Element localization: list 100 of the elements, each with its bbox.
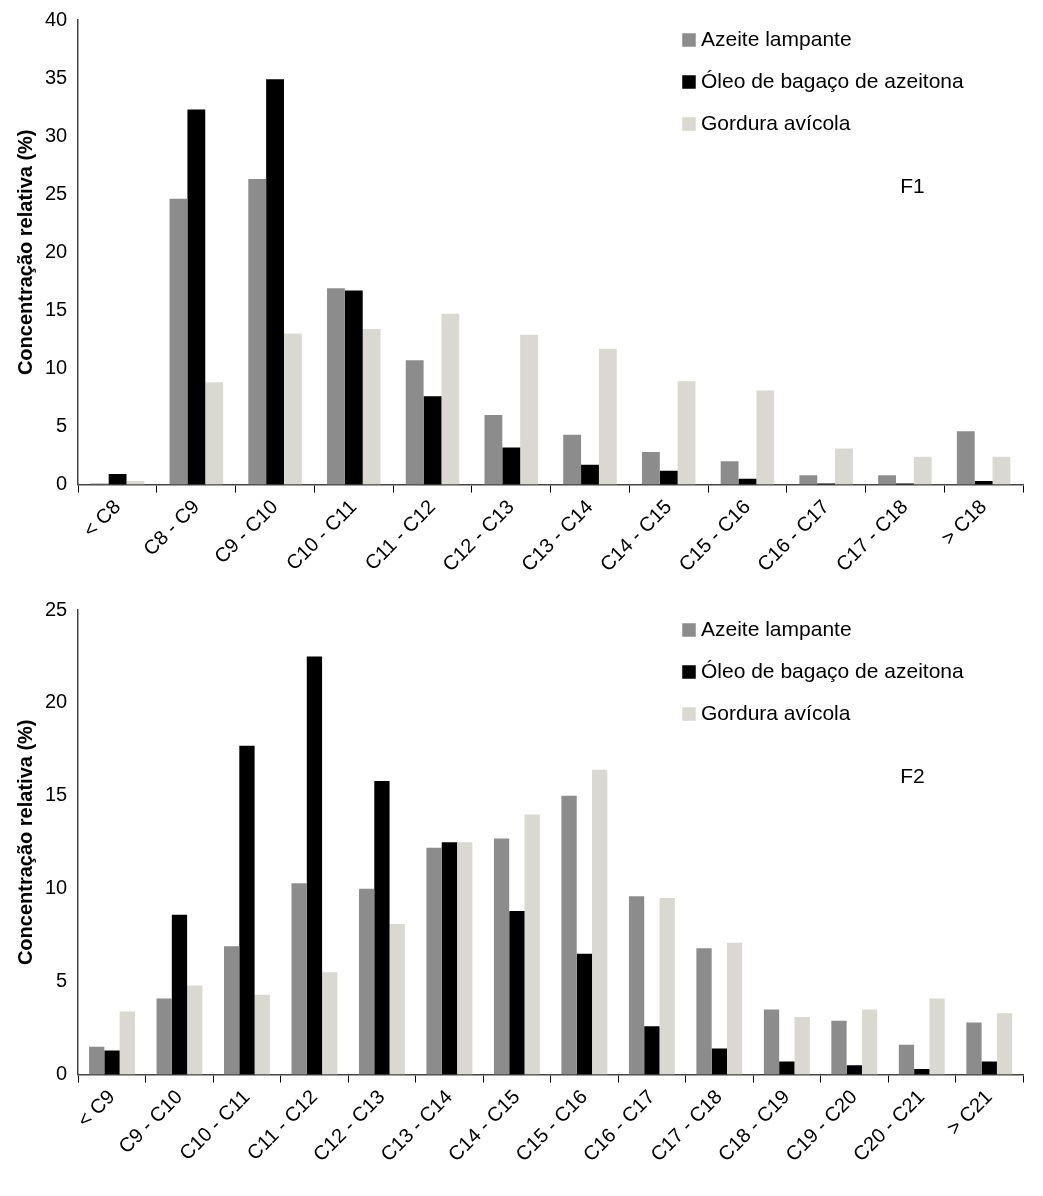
bar: [327, 288, 345, 485]
bar: [108, 474, 127, 485]
x-tick-label: C17 - C18: [831, 495, 912, 576]
y-tick-label: 15: [45, 297, 68, 320]
bar: [592, 769, 608, 1075]
bar: [799, 475, 818, 485]
bar: [441, 313, 460, 485]
bar: [576, 953, 593, 1075]
bar: [426, 847, 442, 1075]
x-tick-label: < C9: [72, 1085, 119, 1132]
bar: [659, 470, 678, 485]
bar: [291, 883, 307, 1075]
y-tick-label: 10: [45, 876, 68, 899]
bar: [711, 1048, 727, 1075]
bar: [362, 328, 381, 485]
bar: [524, 814, 540, 1075]
bar: [171, 914, 188, 1075]
bar: [756, 390, 775, 485]
bar: [981, 1061, 997, 1075]
y-tick-label: 10: [45, 355, 68, 378]
x-tick-label: C9 - C10: [209, 495, 282, 568]
bar: [929, 998, 945, 1075]
y-tick-label: 5: [56, 414, 68, 437]
bar: [493, 838, 510, 1075]
bar: [581, 464, 599, 485]
bar: [169, 198, 188, 485]
bar: [187, 109, 206, 485]
bar: [861, 1009, 878, 1075]
bar: [266, 79, 284, 485]
legend-label: Azeite lampante: [701, 616, 852, 640]
x-tick-label: C13 - C14: [516, 495, 597, 576]
bar: [502, 447, 521, 485]
bar: [205, 382, 224, 485]
bar: [956, 431, 975, 485]
bar: [389, 924, 405, 1075]
bar: [441, 842, 458, 1075]
y-axis-title: Concentração relativa (%): [13, 129, 36, 376]
y-tick-label: 5: [56, 969, 68, 992]
y-tick-label: 0: [56, 1062, 68, 1085]
x-tick-label: C8 - C9: [138, 495, 204, 560]
bar: [644, 1026, 660, 1075]
legend-label: Óleo de bagaço de azeitona: [701, 658, 965, 682]
bar: [248, 179, 267, 485]
bar: [405, 360, 424, 485]
bar: [659, 898, 675, 1075]
bar: [187, 985, 203, 1075]
x-tick-label: > C21: [942, 1085, 996, 1139]
y-tick-label: 40: [45, 7, 68, 30]
bar: [966, 1022, 982, 1075]
bar: [224, 946, 240, 1075]
bar: [104, 1050, 120, 1075]
bar: [831, 1020, 847, 1075]
bar: [89, 1046, 105, 1075]
y-tick-label: 20: [45, 690, 68, 713]
bar: [457, 842, 473, 1075]
bar: [322, 972, 338, 1075]
bar: [696, 948, 712, 1075]
y-tick-label: 30: [45, 123, 68, 146]
bar: [563, 434, 582, 485]
x-tick-label: C15 - C16: [674, 495, 755, 576]
x-tick-label: C10 - C11: [281, 495, 361, 575]
bar: [996, 1013, 1013, 1075]
bar: [913, 456, 932, 485]
bar: [374, 780, 390, 1075]
x-tick-label: C14 - C15: [595, 495, 676, 576]
y-tick-label: 15: [45, 783, 68, 806]
bar: [344, 290, 363, 485]
bar: [509, 911, 525, 1075]
y-tick-label: 35: [45, 65, 68, 88]
bar: [779, 1061, 795, 1075]
y-tick-label: 0: [56, 472, 68, 495]
annotation: F2: [900, 764, 925, 788]
bar: [992, 456, 1011, 485]
y-tick-label: 25: [45, 181, 68, 204]
bar: [561, 795, 577, 1075]
bar: [283, 333, 302, 485]
bar: [239, 745, 255, 1075]
bar: [254, 994, 270, 1075]
x-tick-label: C16 - C17: [752, 495, 833, 576]
bar: [423, 396, 442, 485]
bar: [156, 998, 172, 1075]
y-tick-label: 25: [45, 597, 68, 620]
bar: [835, 448, 853, 485]
bar: [720, 461, 739, 485]
bar: [878, 475, 896, 485]
bar: [641, 452, 660, 485]
x-tick-label: < C8: [78, 495, 125, 542]
bar: [794, 1016, 810, 1075]
bar: [358, 888, 375, 1075]
y-tick-label: 20: [45, 239, 68, 262]
bar: [484, 414, 503, 485]
bar: [628, 896, 645, 1075]
annotation: F1: [900, 174, 925, 198]
bar: [598, 348, 617, 485]
bar: [119, 1011, 135, 1075]
legend-label: Gordura avícola: [701, 700, 851, 724]
bar: [898, 1044, 915, 1075]
y-axis-title: Concentração relativa (%): [13, 719, 36, 966]
bar: [520, 334, 539, 485]
bar: [726, 942, 743, 1075]
